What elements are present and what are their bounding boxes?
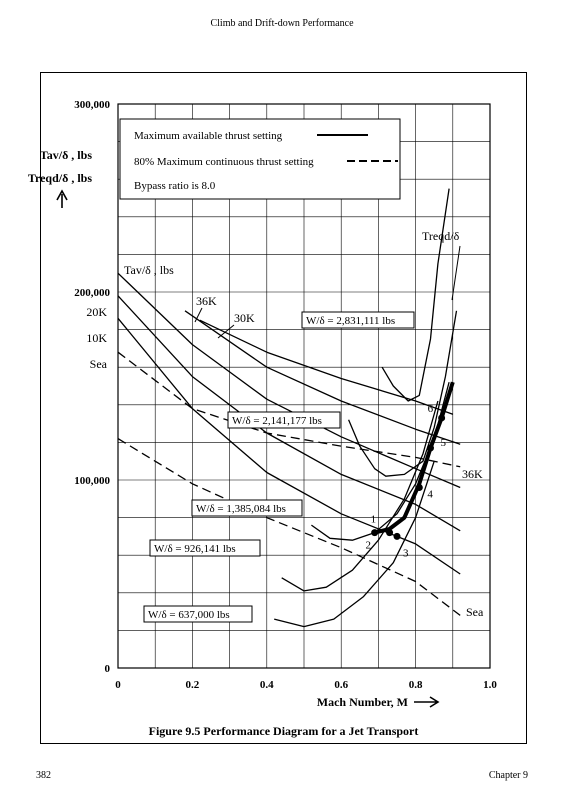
altitude-label: 10K xyxy=(86,331,107,345)
series-line xyxy=(274,460,435,628)
series-line xyxy=(184,310,461,445)
altitude-leader xyxy=(194,307,203,323)
altitude-label: 36K xyxy=(196,294,217,308)
weight-label: W/δ = 1,385,084 lbs xyxy=(196,503,286,515)
x-tick-label: 0.2 xyxy=(186,679,200,691)
y-tick-label: 300,000 xyxy=(74,99,110,111)
legend-label: 80% Maximum continuous thrust setting xyxy=(134,156,314,168)
tav-label: Tav/δ , lbs xyxy=(124,263,174,277)
point-label: 2 xyxy=(366,540,372,552)
altitude-label: Sea xyxy=(90,357,108,371)
figure-caption: Figure 9.5 Performance Diagram for a Jet… xyxy=(148,724,419,738)
treqd-label: Treqd/δ xyxy=(422,229,460,243)
point-label: 6 xyxy=(428,403,434,415)
point-label: 5 xyxy=(440,437,446,449)
x-tick-label: 0.4 xyxy=(260,679,274,691)
point-label: 1 xyxy=(371,514,377,526)
legend-label: Bypass ratio is 8.0 xyxy=(134,180,216,192)
x-axis-arrow xyxy=(414,696,440,708)
page-number: 382 xyxy=(36,770,51,781)
point-label: 3 xyxy=(403,547,409,559)
weight-label-box xyxy=(143,605,253,623)
weight-label: W/δ = 926,141 lbs xyxy=(154,543,236,555)
chapter-label: Chapter 9 xyxy=(488,770,528,781)
figure-frame xyxy=(40,72,527,744)
legend-box xyxy=(119,118,401,200)
weight-label-box xyxy=(227,411,341,429)
data-point xyxy=(393,532,401,540)
x-tick-label: 0 xyxy=(115,679,121,691)
altitude-label: 36K xyxy=(462,467,483,481)
x-axis-label: Mach Number, M xyxy=(317,695,408,709)
series-line xyxy=(199,319,454,415)
data-point xyxy=(386,529,394,537)
altitude-label: 20K xyxy=(86,305,107,319)
legend-label: Maximum available thrust setting xyxy=(134,130,283,142)
weight-label: W/δ = 2,831,111 lbs xyxy=(306,315,395,327)
data-point xyxy=(415,484,423,492)
series-line xyxy=(117,295,461,532)
point-label: 4 xyxy=(427,489,433,501)
weight-label: W/δ = 637,000 lbs xyxy=(148,609,230,621)
y-axis-label: Treqd/δ , lbs xyxy=(28,171,92,185)
y-tick-label: 100,000 xyxy=(74,475,110,487)
y-tick-label: 200,000 xyxy=(74,287,110,299)
y-axis-arrow xyxy=(56,189,68,208)
series-line xyxy=(281,400,439,592)
data-point xyxy=(426,444,434,452)
data-point xyxy=(438,414,446,422)
altitude-label: Sea xyxy=(466,605,484,619)
x-tick-label: 1.0 xyxy=(483,679,497,691)
altitude-label: 30K xyxy=(234,311,255,325)
weight-label-box xyxy=(149,539,261,557)
series-line xyxy=(117,351,461,468)
weight-label: W/δ = 2,141,177 lbs xyxy=(232,415,322,427)
series-line xyxy=(381,188,450,402)
weight-label-box xyxy=(301,311,415,329)
running-header: Climb and Drift-down Performance xyxy=(210,18,354,29)
treqd-leader xyxy=(451,245,461,301)
weight-label-box xyxy=(191,499,303,517)
altitude-leader xyxy=(217,324,235,339)
series-line xyxy=(117,438,461,616)
y-axis-label: Tav/δ , lbs xyxy=(40,148,92,162)
data-point xyxy=(371,529,379,537)
y-tick-label: 0 xyxy=(105,663,111,675)
x-tick-label: 0.6 xyxy=(334,679,348,691)
x-tick-label: 0.8 xyxy=(409,679,423,691)
series-line xyxy=(117,317,461,575)
series-line xyxy=(348,310,458,477)
